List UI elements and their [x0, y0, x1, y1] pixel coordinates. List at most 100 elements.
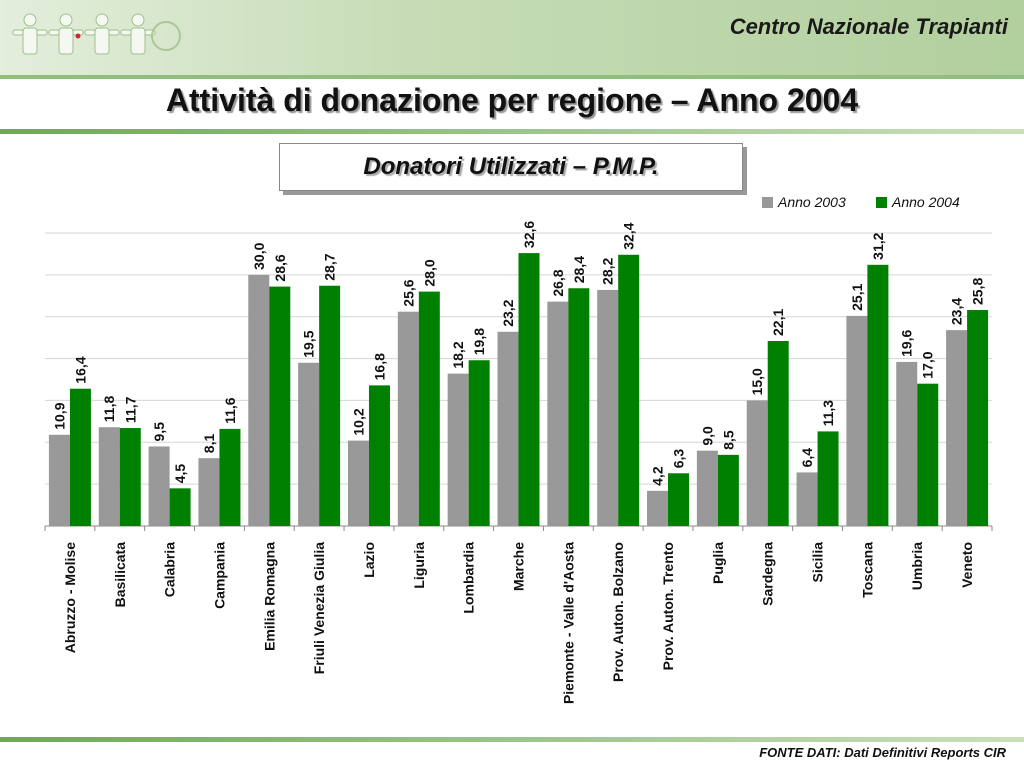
category-label: Piemonte - Valle d'Aosta — [560, 542, 576, 704]
data-label: 17,0 — [920, 351, 936, 378]
bar-anno-2003 — [148, 446, 170, 526]
category-label: Toscana — [859, 542, 875, 598]
category-label: Calabria — [162, 542, 178, 597]
bar-anno-2003 — [198, 458, 220, 526]
bar-anno-2003 — [347, 440, 369, 526]
data-label: 28,4 — [571, 256, 587, 283]
data-label: 6,3 — [671, 449, 687, 469]
bar-anno-2003 — [946, 330, 968, 526]
category-label: Emilia Romagna — [261, 542, 277, 651]
data-label: 8,5 — [720, 430, 736, 450]
bar-anno-2004 — [269, 286, 291, 526]
bar-anno-2004 — [319, 285, 341, 526]
data-label: 8,1 — [201, 434, 217, 454]
bar-anno-2004 — [119, 428, 141, 526]
chart-subtitle: Donatori Utilizzati – P.M.P. — [279, 143, 743, 191]
people-figures-logo-icon — [12, 13, 181, 55]
category-label: Liguria — [411, 542, 427, 589]
data-label: 10,2 — [350, 408, 366, 435]
data-label: 23,2 — [500, 299, 516, 326]
bar-anno-2004 — [169, 488, 191, 526]
bar-anno-2004 — [717, 454, 739, 526]
title-divider — [0, 129, 1024, 134]
category-label: Prov. Auton. Bolzano — [610, 542, 626, 682]
data-label: 30,0 — [251, 242, 267, 269]
data-label: 9,0 — [699, 426, 715, 446]
bar-anno-2003 — [547, 301, 569, 526]
bar-anno-2004 — [867, 264, 889, 526]
org-name: Centro Nazionale Trapianti — [729, 14, 1008, 39]
data-label: 16,8 — [371, 353, 387, 380]
bar-anno-2003 — [647, 490, 669, 526]
category-label: Abruzzo - Molise — [62, 542, 78, 653]
data-label: 11,3 — [820, 400, 836, 427]
bar-anno-2003 — [98, 427, 120, 526]
data-label: 31,2 — [870, 232, 886, 259]
category-label: Marche — [511, 542, 527, 591]
data-label: 10,9 — [51, 402, 67, 429]
category-label: Prov. Auton. Trento — [660, 542, 676, 670]
category-label: Puglia — [710, 542, 726, 584]
category-label: Campania — [211, 542, 227, 609]
data-label: 15,0 — [749, 368, 765, 395]
bar-anno-2003 — [447, 373, 469, 526]
bar-anno-2003 — [846, 315, 868, 526]
data-label: 28,6 — [272, 254, 288, 281]
data-label: 11,7 — [122, 396, 138, 423]
bar-anno-2004 — [967, 310, 989, 526]
data-label: 11,8 — [101, 396, 117, 423]
data-label: 32,6 — [521, 221, 537, 248]
legend-swatch — [762, 197, 773, 208]
bar-anno-2003 — [48, 434, 70, 526]
bar-anno-2004 — [817, 431, 839, 526]
data-source-note: FONTE DATI: Dati Definitivi Reports CIR — [759, 745, 1006, 760]
bar-anno-2003 — [696, 450, 718, 526]
category-label: Sicilia — [810, 542, 826, 583]
data-label: 23,4 — [949, 298, 965, 325]
data-label: 19,8 — [471, 328, 487, 355]
bar-anno-2004 — [568, 288, 590, 526]
legend-label: Anno 2003 — [777, 194, 846, 210]
legend-label: Anno 2004 — [891, 194, 960, 210]
category-label: Lombardia — [461, 542, 477, 614]
category-label: Friuli Venezia Giulia — [311, 542, 327, 674]
bar-anno-2004 — [69, 388, 91, 526]
data-label: 22,1 — [770, 309, 786, 336]
bar-anno-2004 — [618, 254, 640, 526]
data-label: 26,8 — [550, 269, 566, 296]
data-label: 28,7 — [322, 253, 338, 280]
data-label: 16,4 — [72, 356, 88, 383]
category-label: Basilicata — [112, 542, 128, 608]
bar-anno-2004 — [917, 383, 939, 526]
data-label: 25,1 — [849, 283, 865, 310]
bar-anno-2003 — [397, 311, 419, 526]
data-label: 4,2 — [650, 466, 666, 486]
category-label: Veneto — [959, 542, 975, 588]
bar-anno-2004 — [518, 253, 540, 526]
data-label: 19,6 — [899, 329, 915, 356]
bar-anno-2004 — [219, 428, 241, 526]
bar-anno-2004 — [418, 291, 440, 526]
bar-anno-2003 — [497, 331, 519, 526]
category-label: Lazio — [361, 542, 377, 578]
bar-anno-2003 — [248, 274, 270, 526]
data-label: 11,6 — [222, 397, 238, 424]
bar-anno-2003 — [298, 362, 320, 526]
header-banner: Centro Nazionale Trapianti — [0, 0, 1024, 75]
data-label: 6,4 — [799, 448, 815, 468]
data-label: 32,4 — [621, 222, 637, 249]
bar-anno-2003 — [597, 289, 619, 526]
data-label: 25,8 — [970, 278, 986, 305]
data-label: 9,5 — [151, 422, 167, 442]
category-label: Umbria — [909, 542, 925, 590]
footer-divider — [0, 737, 1024, 742]
data-label: 18,2 — [450, 341, 466, 368]
bar-anno-2004 — [468, 360, 490, 526]
bar-anno-2003 — [896, 361, 918, 526]
legend-swatch — [876, 197, 887, 208]
category-label: Sardegna — [760, 542, 776, 606]
page-title: Attività di donazione per regione – Anno… — [165, 82, 859, 118]
bar-anno-2004 — [368, 385, 390, 526]
data-label: 4,5 — [172, 464, 188, 484]
header-divider — [0, 75, 1024, 79]
